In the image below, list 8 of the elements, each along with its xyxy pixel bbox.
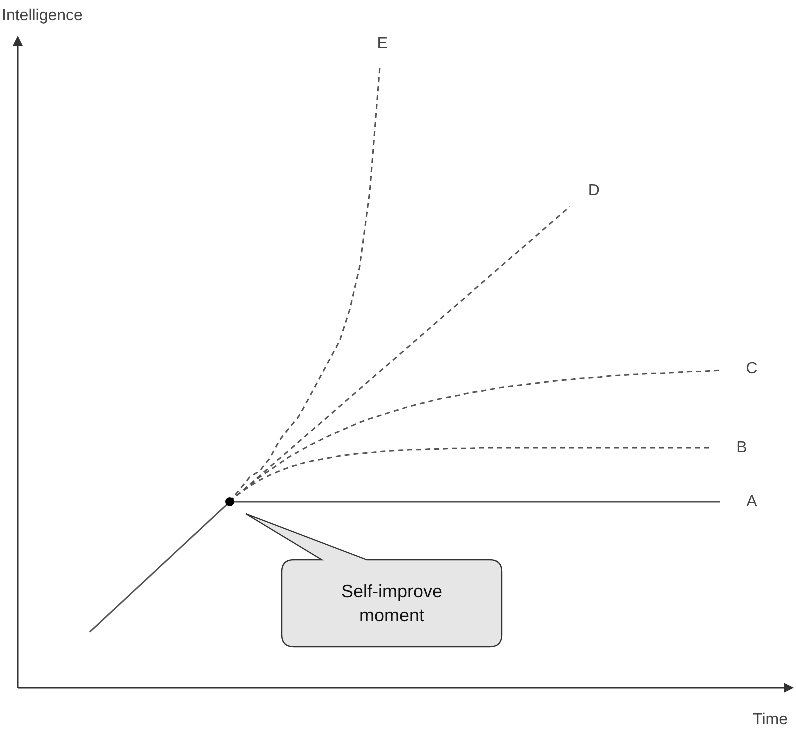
x-axis-title: Time: [753, 711, 788, 728]
series-label: B: [736, 439, 748, 456]
annotation: Self-improve moment: [341, 582, 443, 626]
series-label: D: [588, 182, 600, 200]
series-label: C: [746, 360, 758, 378]
series-label: A: [746, 493, 758, 510]
y-axis-title: Intelligence: [2, 7, 84, 24]
series-label: E: [377, 35, 388, 52]
